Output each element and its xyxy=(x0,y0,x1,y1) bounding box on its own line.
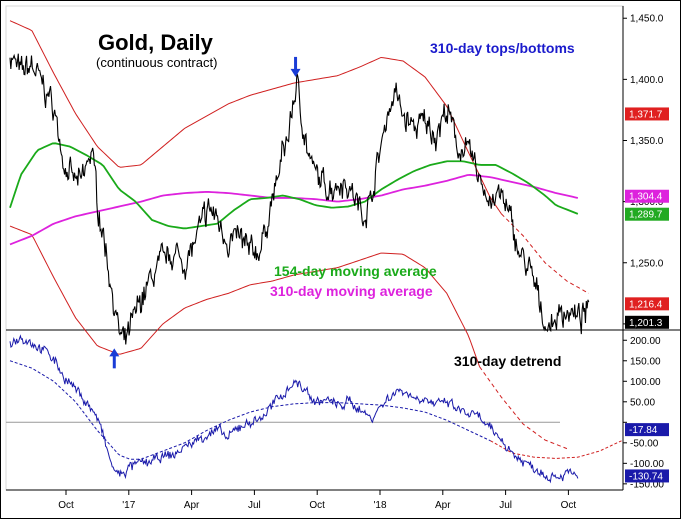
series-lower-band xyxy=(9,225,481,367)
value-badge-label: 1,201.3 xyxy=(629,318,663,329)
value-badge-label: 1,289.7 xyxy=(629,210,663,221)
value-badge-label: 1,371.7 xyxy=(629,109,663,120)
series-detrend xyxy=(9,334,579,484)
y-tick-label: 1,400.0 xyxy=(630,75,664,86)
value-badge-label: -17.84 xyxy=(629,425,658,436)
y-tick-label: 1,450.0 xyxy=(630,14,664,25)
tops-bottoms-label: 310-day tops/bottoms xyxy=(430,40,575,56)
ma310-label: 310-day moving average xyxy=(270,283,433,299)
price-series-group xyxy=(9,20,590,450)
y-tick-label: 150.00 xyxy=(630,356,661,367)
value-badge-label: 1,216.4 xyxy=(629,299,663,310)
arrow-head xyxy=(290,68,301,77)
y-tick-label: -100.00 xyxy=(630,459,664,470)
y-tick-label: 200.00 xyxy=(630,336,661,347)
x-tick-label: '18 xyxy=(373,500,386,511)
series-cycle-projection xyxy=(490,440,622,459)
ma154-label: 154-day moving average xyxy=(274,263,437,279)
value-badge-bg xyxy=(625,297,669,311)
arrow-head xyxy=(109,348,120,357)
chart-subtitle: (continuous contract) xyxy=(96,55,217,70)
series-cycle xyxy=(9,360,491,460)
x-tick-label: Apr xyxy=(435,500,451,511)
y-tick-label: -50.00 xyxy=(630,438,659,449)
series-154-day-moving-average xyxy=(9,142,579,230)
detrend-title: 310-day detrend xyxy=(454,353,561,369)
y-tick-label: 1,250.0 xyxy=(630,258,664,269)
value-badge-bg xyxy=(625,107,669,121)
value-badge: -130.74 xyxy=(625,469,669,483)
value-badge: 1,216.4 xyxy=(625,297,669,311)
y-tick-label: 1,350.0 xyxy=(630,136,664,147)
value-badge-bg xyxy=(625,207,669,221)
value-badge: -17.84 xyxy=(625,423,669,437)
value-badge: 1,201.3 xyxy=(625,315,669,329)
value-badge-label: -130.74 xyxy=(629,471,663,482)
x-tick-label: Oct xyxy=(309,500,325,511)
y-tick-label: -150.00 xyxy=(630,479,664,490)
bottom-arrow xyxy=(109,348,120,369)
value-badge-bg xyxy=(625,423,669,437)
value-badge-bg xyxy=(625,469,669,483)
y-tick-label: 100.00 xyxy=(630,377,661,388)
series-upper-band-projection xyxy=(501,213,590,294)
x-tick-label: Jul xyxy=(248,500,261,511)
cycle-arrows xyxy=(109,56,301,369)
detrend-y-ticks: 200.00 150.00 100.00 50.00 -50.00 -100.00 -150… xyxy=(623,336,664,490)
x-axis-ticks: Oct '17 Apr Jul Oct '18 Apr Jul Oct xyxy=(58,490,576,511)
series-price xyxy=(9,53,590,345)
series-lower-band-projection xyxy=(479,366,568,450)
detrend-series-group xyxy=(9,334,622,484)
value-badge-label: 1,304.4 xyxy=(629,192,663,203)
value-badge: 1,304.4 xyxy=(625,189,669,203)
x-tick-label: Oct xyxy=(561,500,577,511)
y-tick-label: 50.00 xyxy=(630,397,655,408)
value-badge: 1,371.7 xyxy=(625,107,669,121)
series-upper-band xyxy=(9,20,502,215)
x-tick-label: Oct xyxy=(58,500,74,511)
value-badge: 1,289.7 xyxy=(625,207,669,221)
value-badge-bg xyxy=(625,315,669,329)
value-badge-bg xyxy=(625,189,669,203)
value-badges: 1,371.7 1,304.4 1,289.7 1,216.4 1,201.3 -17.8… xyxy=(625,107,669,483)
chart-title: Gold, Daily xyxy=(98,30,214,55)
x-tick-label: '17 xyxy=(122,500,135,511)
top-arrow xyxy=(290,56,301,77)
x-tick-label: Jul xyxy=(499,500,512,511)
x-tick-label: Apr xyxy=(184,500,200,511)
